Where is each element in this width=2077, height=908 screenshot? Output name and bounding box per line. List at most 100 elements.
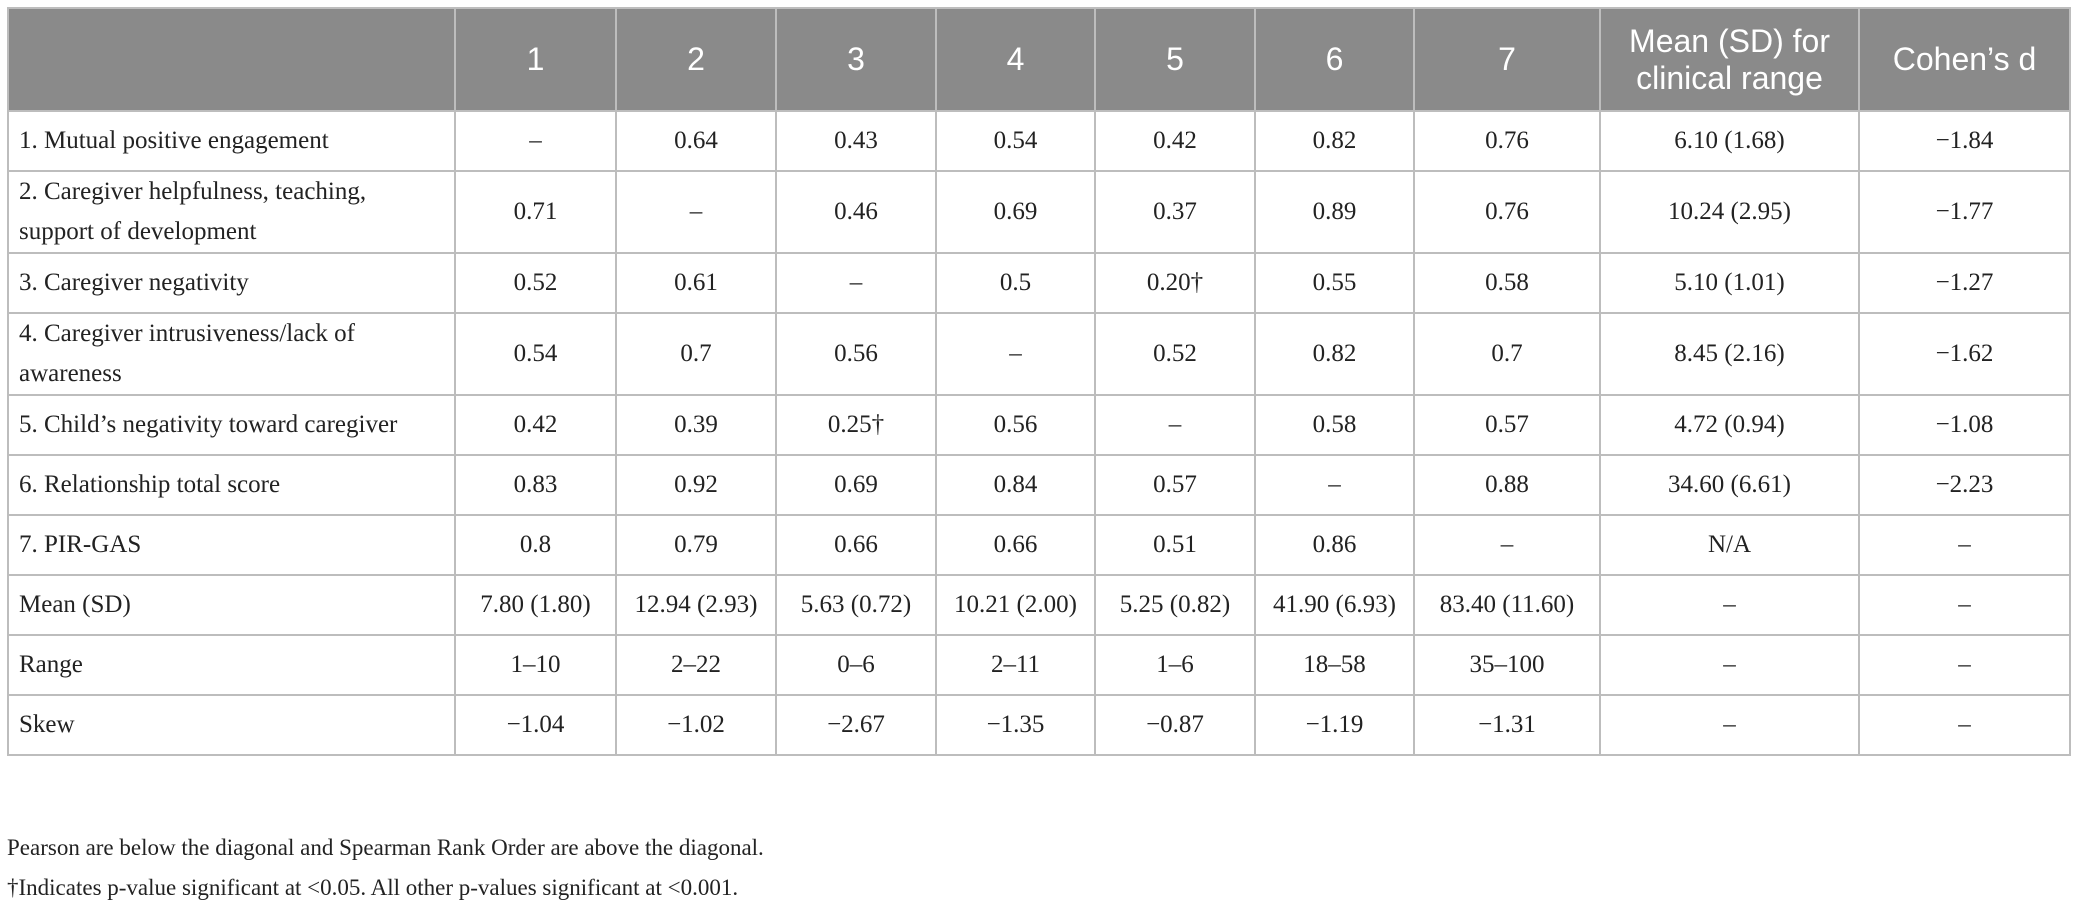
cell: 12.94 (2.93) <box>615 574 777 636</box>
row-label: Mean (SD) <box>7 574 456 636</box>
cell: N/A <box>1599 514 1860 576</box>
header-row: 1 2 3 4 5 6 7 Mean (SD) for clinical range Cohen… <box>7 7 2071 112</box>
cell: 0.69 <box>935 170 1096 254</box>
cell: 0.58 <box>1254 394 1415 456</box>
cell: 35–100 <box>1413 634 1601 696</box>
cell: – <box>775 252 937 314</box>
cell: – <box>1599 634 1860 696</box>
cell: 0–6 <box>775 634 937 696</box>
cell: 1–10 <box>454 634 617 696</box>
cell: 0.7 <box>615 312 777 396</box>
header-cell: 6 <box>1254 7 1415 112</box>
cell: 34.60 (6.61) <box>1599 454 1860 516</box>
cell: 0.42 <box>454 394 617 456</box>
header-cell <box>7 7 456 112</box>
header-cell: 4 <box>935 7 1096 112</box>
cell: −1.04 <box>454 694 617 756</box>
row-label: 4. Caregiver intrusiveness/lack of aware… <box>7 312 456 396</box>
cell: – <box>615 170 777 254</box>
cell: −1.27 <box>1858 252 2071 314</box>
cell: 0.42 <box>1094 110 1256 172</box>
cell: 0.57 <box>1413 394 1601 456</box>
row-label: Skew <box>7 694 456 756</box>
cell: 0.55 <box>1254 252 1415 314</box>
cell: 0.89 <box>1254 170 1415 254</box>
cell: −1.02 <box>615 694 777 756</box>
cell: −1.08 <box>1858 394 2071 456</box>
note: Pearson are below the diagonal and Spear… <box>7 835 764 860</box>
cell: 0.52 <box>454 252 617 314</box>
header-cell: 1 <box>454 7 617 112</box>
header-cell: 2 <box>615 7 777 112</box>
cell: 7.80 (1.80) <box>454 574 617 636</box>
cell: 0.92 <box>615 454 777 516</box>
table-row: Skew −1.04 −1.02 −2.67 −1.35 −0.87 −1.19 −1.31–… <box>7 694 2071 756</box>
cell: 10.24 (2.95) <box>1599 170 1860 254</box>
header-cell: 7 <box>1413 7 1601 112</box>
cell: 2–11 <box>935 634 1096 696</box>
row-label: 2. Caregiver helpfulness, teaching, supp… <box>7 170 456 254</box>
cell: 0.39 <box>615 394 777 456</box>
cell: 18–58 <box>1254 634 1415 696</box>
cell: 6.10 (1.68) <box>1599 110 1860 172</box>
cell: 2–22 <box>615 634 777 696</box>
cell: 5.10 (1.01) <box>1599 252 1860 314</box>
cell: −1.62 <box>1858 312 2071 396</box>
row-label: 3. Caregiver negativity <box>7 252 456 314</box>
cell: 5.25 (0.82) <box>1094 574 1256 636</box>
cell: 0.54 <box>454 312 617 396</box>
header-cell: 3 <box>775 7 937 112</box>
cell: −0.87 <box>1094 694 1256 756</box>
cell: 4.72 (0.94) <box>1599 394 1860 456</box>
row-label: 5. Child’s negativity toward caregiver <box>7 394 456 456</box>
row-label: 7. PIR-GAS <box>7 514 456 576</box>
cell: 1–6 <box>1094 634 1256 696</box>
cell: – <box>1599 574 1860 636</box>
table-row: 4. Caregiver intrusiveness/lack of aware… <box>7 312 2071 396</box>
cell: 0.5 <box>935 252 1096 314</box>
table-row: 2. Caregiver helpfulness, teaching, supp… <box>7 170 2071 254</box>
cell: −1.35 <box>935 694 1096 756</box>
cell: 41.90 (6.93) <box>1254 574 1415 636</box>
cell: – <box>1858 694 2071 756</box>
cell: −1.77 <box>1858 170 2071 254</box>
cell: 0.83 <box>454 454 617 516</box>
cell: 0.84 <box>935 454 1096 516</box>
cell: 0.64 <box>615 110 777 172</box>
cell: 0.66 <box>935 514 1096 576</box>
cell: 0.76 <box>1413 170 1601 254</box>
cell: 0.7 <box>1413 312 1601 396</box>
row-label: Range <box>7 634 456 696</box>
cell: – <box>1858 514 2071 576</box>
cell: 8.45 (2.16) <box>1599 312 1860 396</box>
cell: 0.61 <box>615 252 777 314</box>
cell: 5.63 (0.72) <box>775 574 937 636</box>
cell: 10.21 (2.00) <box>935 574 1096 636</box>
table-row: Mean (SD) 7.80 (1.80) 12.94 (2.93) 5.63 (0.… <box>7 574 2071 636</box>
correlation-table: 1 2 3 4 5 6 7 Mean (SD) for clinical range Cohen… <box>7 7 2071 756</box>
notes: Pearson are below the diagonal and Spear… <box>7 828 764 908</box>
table-row: Range 1–10 2–22 0–6 2–11 1–6 18–58 35–100– – <box>7 634 2071 696</box>
cell: 0.57 <box>1094 454 1256 516</box>
cell: 0.37 <box>1094 170 1256 254</box>
cell: −1.84 <box>1858 110 2071 172</box>
cell: 0.51 <box>1094 514 1256 576</box>
table-row: 1. Mutual positive engagement –0.64 0.43 0.… <box>7 110 2071 172</box>
cell: 0.52 <box>1094 312 1256 396</box>
cell: – <box>1413 514 1601 576</box>
cell: 0.71 <box>454 170 617 254</box>
cell: 0.88 <box>1413 454 1601 516</box>
cell: −2.67 <box>775 694 937 756</box>
cell: 0.82 <box>1254 312 1415 396</box>
cell: 0.58 <box>1413 252 1601 314</box>
cell: −1.31 <box>1413 694 1601 756</box>
cell: 0.8 <box>454 514 617 576</box>
table-body: 1. Mutual positive engagement –0.64 0.43 0.… <box>7 110 2071 756</box>
table-row: 5. Child’s negativity toward caregiver 0.… <box>7 394 2071 456</box>
table-row: 6. Relationship total score 0.83 0.92 0.69 0… <box>7 454 2071 516</box>
cell: 0.66 <box>775 514 937 576</box>
header-cell: 5 <box>1094 7 1256 112</box>
table-row: 7. PIR-GAS 0.8 0.79 0.66 0.66 0.51 0.86– N/A – <box>7 514 2071 576</box>
cell: – <box>935 312 1096 396</box>
